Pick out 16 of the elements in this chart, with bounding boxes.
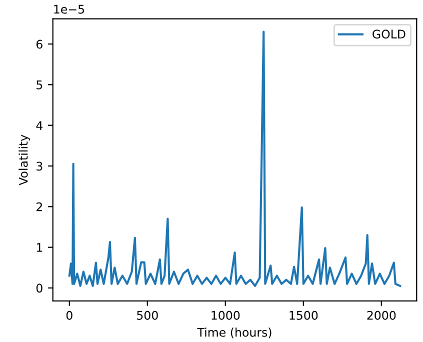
y-tick-label: 0: [36, 284, 42, 293]
text: 1e−5: [54, 4, 84, 14]
y-axis-title: Volatility: [18, 134, 30, 186]
y-tick-label: 3: [36, 162, 42, 171]
y-tick-label: 2: [36, 202, 42, 212]
x-tick-label: 1000: [212, 310, 240, 320]
x-tick-label: 1500: [290, 310, 318, 320]
x-axis-title: Time (hours): [197, 328, 272, 338]
x-tick-label: 2000: [367, 310, 396, 320]
x-tick-label: 0: [66, 310, 72, 320]
y-tick-label: 4: [36, 121, 42, 130]
y-tick-label: 1: [36, 243, 42, 252]
legend-label: GOLD: [372, 30, 406, 39]
x-tick-label: 500: [137, 310, 158, 320]
y-tick-label: 6: [36, 40, 42, 49]
y-tick-label: 5: [36, 80, 42, 90]
